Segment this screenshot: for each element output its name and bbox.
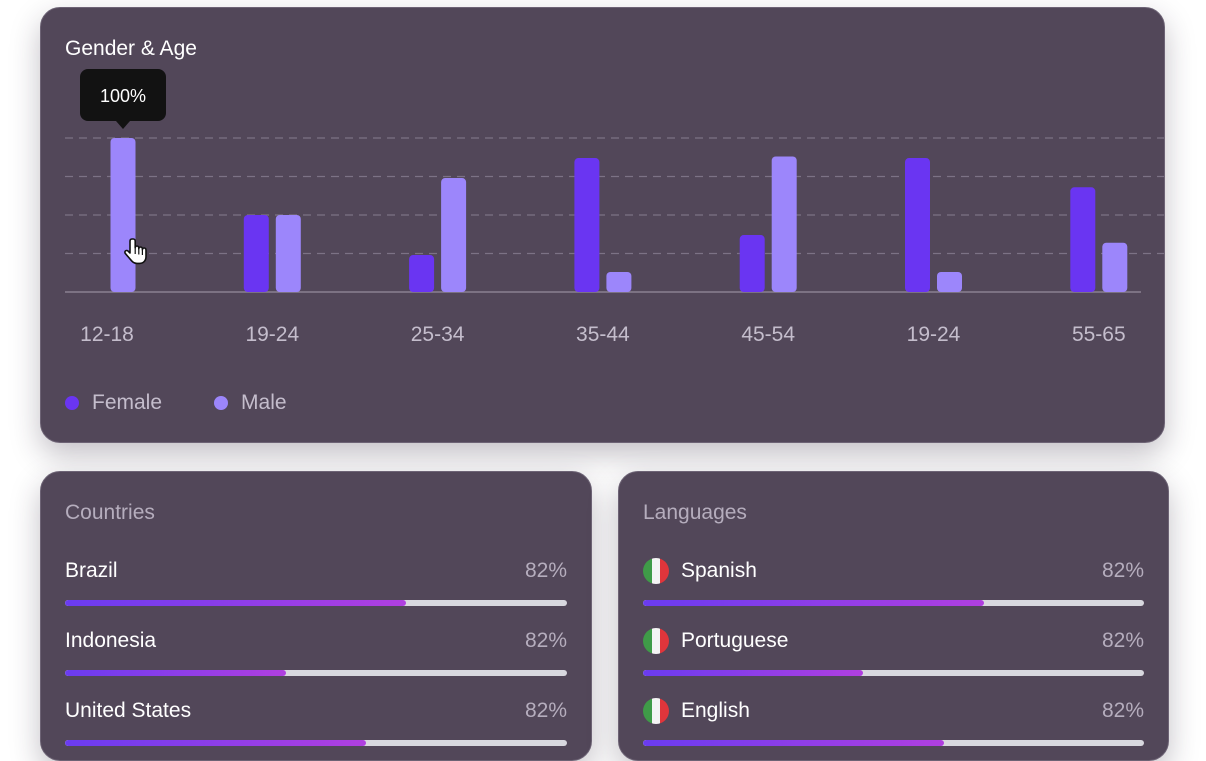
country-progress-fill [65, 670, 286, 676]
x-tick-label: 35-44 [576, 323, 630, 346]
country-progress-track [65, 740, 567, 746]
language-progress-fill [643, 740, 944, 746]
language-name: English [681, 699, 750, 722]
bar-male[interactable] [771, 156, 797, 292]
language-row[interactable]: Portuguese 82% [643, 628, 1144, 698]
country-progress-fill [65, 600, 407, 606]
country-progress-track [65, 670, 567, 676]
gender-age-chart: 12-18 19-24 25-34 35-44 45-54 19-24 55-65 100% [65, 69, 1164, 346]
language-value: 82% [1101, 699, 1144, 722]
language-progress-track [643, 670, 1144, 676]
bar-female[interactable] [409, 255, 435, 292]
bar-tooltip: 100% [80, 69, 166, 129]
country-row[interactable]: United States 82% [65, 698, 567, 760]
languages-list: Spanish 82% Portuguese 82% English [643, 558, 1144, 760]
language-progress-track [643, 740, 1144, 746]
legend-label-male: Male [241, 391, 287, 414]
x-tick-label: 45-54 [741, 323, 795, 346]
italy-flag-icon [643, 558, 669, 584]
bar-female[interactable] [574, 158, 600, 292]
chart-legend: Female Male [65, 391, 339, 415]
italy-flag-icon [643, 698, 669, 724]
language-name: Spanish [681, 559, 757, 582]
legend-dot-male [214, 396, 229, 410]
country-progress-track [65, 600, 567, 606]
bar-male[interactable] [441, 178, 467, 292]
bar-female[interactable] [905, 158, 930, 292]
bar-male[interactable] [606, 271, 632, 292]
x-tick-label: 12-18 [80, 323, 134, 346]
country-name: Brazil [65, 559, 118, 582]
languages-card: Languages Spanish 82% Portuguese 82% [618, 471, 1169, 761]
legend-dot-female [65, 396, 79, 410]
gender-age-card: Gender & Age 12-18 19-24 25-34 35-44 45-54 19… [40, 7, 1165, 443]
country-row[interactable]: Indonesia 82% [65, 628, 567, 698]
language-value: 82% [1101, 629, 1144, 652]
country-value: 82% [524, 699, 567, 722]
tooltip-text: 100% [100, 86, 146, 106]
country-name: United States [65, 699, 192, 722]
legend-item-male[interactable]: Male [214, 391, 287, 415]
language-name: Portuguese [681, 629, 789, 652]
italy-flag-icon [643, 628, 669, 654]
country-row[interactable]: Brazil 82% [65, 558, 567, 628]
language-row[interactable]: English 82% [643, 698, 1144, 760]
x-tick-label: 19-24 [907, 323, 961, 346]
countries-list: Brazil 82% Indonesia 82% United States 8… [65, 558, 567, 760]
bar-female[interactable] [1070, 187, 1096, 292]
legend-item-female[interactable]: Female [65, 391, 162, 415]
language-progress-track [643, 600, 1144, 606]
bar-female[interactable] [243, 215, 269, 292]
language-progress-fill [643, 600, 984, 606]
country-progress-fill [65, 740, 367, 746]
x-tick-label: 55-65 [1072, 323, 1126, 346]
bar-male[interactable] [1102, 242, 1128, 292]
x-tick-label: 25-34 [411, 323, 465, 346]
language-progress-fill [643, 670, 864, 676]
hand-pointer-icon [124, 238, 147, 265]
legend-label-female: Female [92, 391, 163, 414]
countries-card: Countries Brazil 82% Indonesia 82% Unite… [40, 471, 592, 761]
country-value: 82% [524, 559, 567, 582]
bar-female[interactable] [739, 235, 765, 292]
language-value: 82% [1101, 559, 1144, 582]
language-row[interactable]: Spanish 82% [643, 558, 1144, 628]
bar-male[interactable] [937, 271, 962, 292]
gender-age-title: Gender & Age [65, 37, 197, 60]
countries-title: Countries [65, 501, 155, 524]
bar-male[interactable] [275, 215, 301, 292]
x-tick-label: 19-24 [245, 323, 299, 346]
languages-title: Languages [643, 501, 747, 524]
country-value: 82% [524, 629, 567, 652]
country-name: Indonesia [65, 629, 157, 652]
